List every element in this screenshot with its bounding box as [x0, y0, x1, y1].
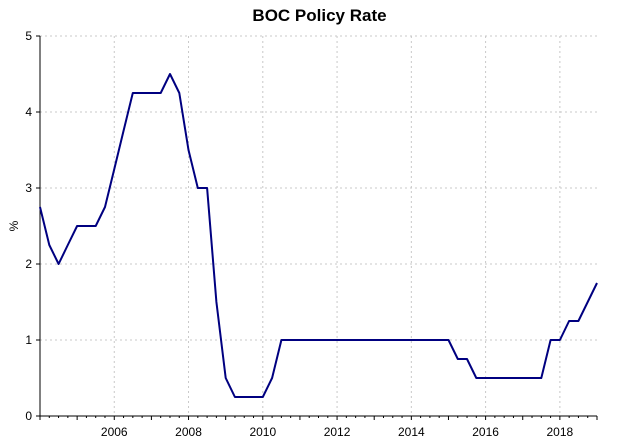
series-line	[39, 73, 598, 398]
x-tick-label: 2014	[398, 425, 425, 439]
y-tick-label: 0	[25, 409, 32, 423]
x-tick-label: 2006	[101, 425, 128, 439]
y-axis-label: %	[7, 220, 21, 231]
chart-title: BOC Policy Rate	[252, 6, 387, 25]
x-tick-label: 2016	[472, 425, 499, 439]
y-tick-label: 1	[25, 333, 32, 347]
x-tick-label: 2018	[547, 425, 574, 439]
y-tick-label: 2	[25, 257, 32, 271]
y-tick-label: 4	[25, 105, 32, 119]
x-tick-label: 2008	[175, 425, 202, 439]
y-tick-label: 3	[25, 181, 32, 195]
x-tick-label: 2012	[324, 425, 351, 439]
x-tick-label: 2010	[249, 425, 276, 439]
y-tick-label: 5	[25, 29, 32, 43]
